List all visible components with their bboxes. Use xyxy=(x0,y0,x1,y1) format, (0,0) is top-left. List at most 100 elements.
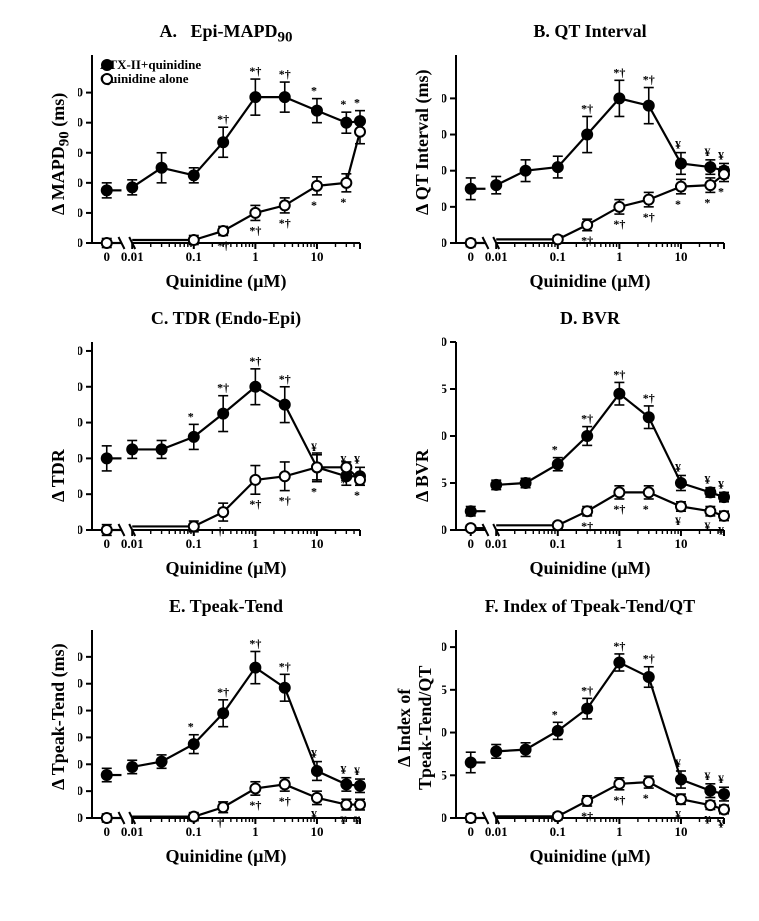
svg-text:0.01: 0.01 xyxy=(485,824,508,839)
panel-plot-F: 0.000.050.100.150.2000.010.1110**†*†*†¥¥… xyxy=(442,616,738,850)
svg-text:*: * xyxy=(188,720,194,734)
svg-text:120: 120 xyxy=(78,649,83,664)
svg-text:¥: ¥ xyxy=(718,148,724,162)
svg-text:*: * xyxy=(704,195,710,209)
svg-text:0.10: 0.10 xyxy=(442,725,447,740)
svg-text:1.5: 1.5 xyxy=(442,381,448,396)
svg-text:60: 60 xyxy=(78,415,83,430)
svg-text:2.0: 2.0 xyxy=(442,334,447,349)
svg-text:60: 60 xyxy=(78,729,83,744)
svg-text:*†: *† xyxy=(643,210,655,224)
svg-text:0: 0 xyxy=(442,235,447,250)
svg-text:*†: *† xyxy=(643,391,655,405)
svg-text:0.01: 0.01 xyxy=(485,249,508,264)
svg-text:1.0: 1.0 xyxy=(442,428,447,443)
y-axis-label-F: Δ Index ofTpeak-Tend/QT xyxy=(394,665,436,789)
svg-text:*†: *† xyxy=(279,494,291,508)
svg-text:0: 0 xyxy=(103,824,110,839)
svg-text:20: 20 xyxy=(78,783,83,798)
svg-text:*†: *† xyxy=(613,217,625,231)
svg-text:0: 0 xyxy=(467,824,474,839)
svg-text:¥: ¥ xyxy=(704,145,710,159)
panel-title-B: B. QT Interval xyxy=(436,21,744,42)
svg-text:*: * xyxy=(340,476,346,490)
panel-plot-D: 0.00.51.01.52.000.010.1110**†*†*†¥¥¥*†*†… xyxy=(442,328,738,562)
svg-text:200: 200 xyxy=(442,90,447,105)
svg-text:150: 150 xyxy=(442,127,447,142)
svg-text:0.1: 0.1 xyxy=(186,824,202,839)
svg-text:¥: ¥ xyxy=(704,473,710,487)
svg-text:¥: ¥ xyxy=(675,138,681,152)
svg-text:*: * xyxy=(643,502,649,516)
svg-text:¥: ¥ xyxy=(675,514,681,528)
svg-text:¥: ¥ xyxy=(311,440,317,454)
y-axis-label-A: Δ MAPD90 (ms) xyxy=(48,93,74,215)
svg-text:0.15: 0.15 xyxy=(442,682,448,697)
svg-text:*†: *† xyxy=(217,238,229,252)
svg-text:*†: *† xyxy=(613,502,625,516)
svg-text:*: * xyxy=(675,197,681,211)
svg-text:1: 1 xyxy=(252,536,259,551)
svg-text:*†: *† xyxy=(279,794,291,808)
svg-text:0.1: 0.1 xyxy=(550,249,566,264)
svg-text:1: 1 xyxy=(252,824,259,839)
y-axis-label-B: Δ QT Interval (ms) xyxy=(412,69,433,214)
svg-text:0.1: 0.1 xyxy=(550,536,566,551)
svg-text:*†: *† xyxy=(249,64,261,78)
svg-text:*†: *† xyxy=(613,65,625,79)
svg-text:1: 1 xyxy=(616,249,623,264)
svg-text:0.01: 0.01 xyxy=(121,249,144,264)
svg-text:*†: *† xyxy=(279,67,291,81)
y-axis-label-D: Δ BVR xyxy=(412,449,433,502)
svg-text:100: 100 xyxy=(442,163,447,178)
svg-text:10: 10 xyxy=(310,249,323,264)
svg-text:*†: *† xyxy=(217,112,229,126)
svg-text:*†: *† xyxy=(613,639,625,653)
svg-text:100: 100 xyxy=(78,85,83,100)
svg-text:¥: ¥ xyxy=(704,812,710,826)
svg-text:80: 80 xyxy=(78,703,83,718)
panel-plot-B: 05010015020000.010.1110*†*†*†¥¥¥*†*†*†**… xyxy=(442,41,738,275)
svg-text:100: 100 xyxy=(78,676,83,691)
svg-text:*: * xyxy=(718,185,724,199)
svg-text:*†: *† xyxy=(279,372,291,386)
svg-text:0: 0 xyxy=(103,536,110,551)
svg-text:*: * xyxy=(552,443,558,457)
svg-text:*†: *† xyxy=(581,412,593,426)
svg-text:20: 20 xyxy=(78,486,83,501)
svg-text:¥: ¥ xyxy=(675,807,681,821)
svg-text:*: * xyxy=(188,409,194,423)
svg-text:*†: *† xyxy=(279,659,291,673)
svg-text:*†: *† xyxy=(581,234,593,248)
svg-text:*†: *† xyxy=(581,101,593,115)
svg-text:1: 1 xyxy=(252,249,259,264)
svg-text:*: * xyxy=(354,488,360,502)
svg-text:¥: ¥ xyxy=(311,747,317,761)
panel-plot-A: 02040608010000.010.1110*†*†*†****†*†*†** xyxy=(78,41,374,275)
svg-text:0.1: 0.1 xyxy=(186,249,202,264)
svg-text:10: 10 xyxy=(310,536,323,551)
svg-text:†: † xyxy=(217,524,223,538)
svg-text:0.05: 0.05 xyxy=(442,767,448,782)
svg-text:*†: *† xyxy=(643,652,655,666)
svg-text:¥: ¥ xyxy=(718,524,724,538)
svg-text:*†: *† xyxy=(249,223,261,237)
svg-text:1: 1 xyxy=(616,536,623,551)
svg-text:¥: ¥ xyxy=(675,460,681,474)
panel-title-D: D. BVR xyxy=(436,308,744,329)
svg-text:*: * xyxy=(340,195,346,209)
y-axis-label-E: Δ Tpeak-Tend (ms) xyxy=(48,643,69,790)
svg-text:*†: *† xyxy=(581,809,593,823)
svg-text:*: * xyxy=(311,198,317,212)
svg-text:1: 1 xyxy=(616,824,623,839)
svg-text:80: 80 xyxy=(78,379,83,394)
svg-text:*†: *† xyxy=(279,216,291,230)
svg-text:10: 10 xyxy=(674,536,687,551)
svg-text:*: * xyxy=(552,707,558,721)
svg-text:¥: ¥ xyxy=(354,452,360,466)
svg-text:¥: ¥ xyxy=(704,769,710,783)
svg-text:60: 60 xyxy=(78,145,83,160)
svg-text:*: * xyxy=(311,485,317,499)
panel-plot-C: 02040608010000.010.1110**†*†*†¥¥¥†*†*†**… xyxy=(78,328,374,562)
svg-text:20: 20 xyxy=(78,205,83,220)
